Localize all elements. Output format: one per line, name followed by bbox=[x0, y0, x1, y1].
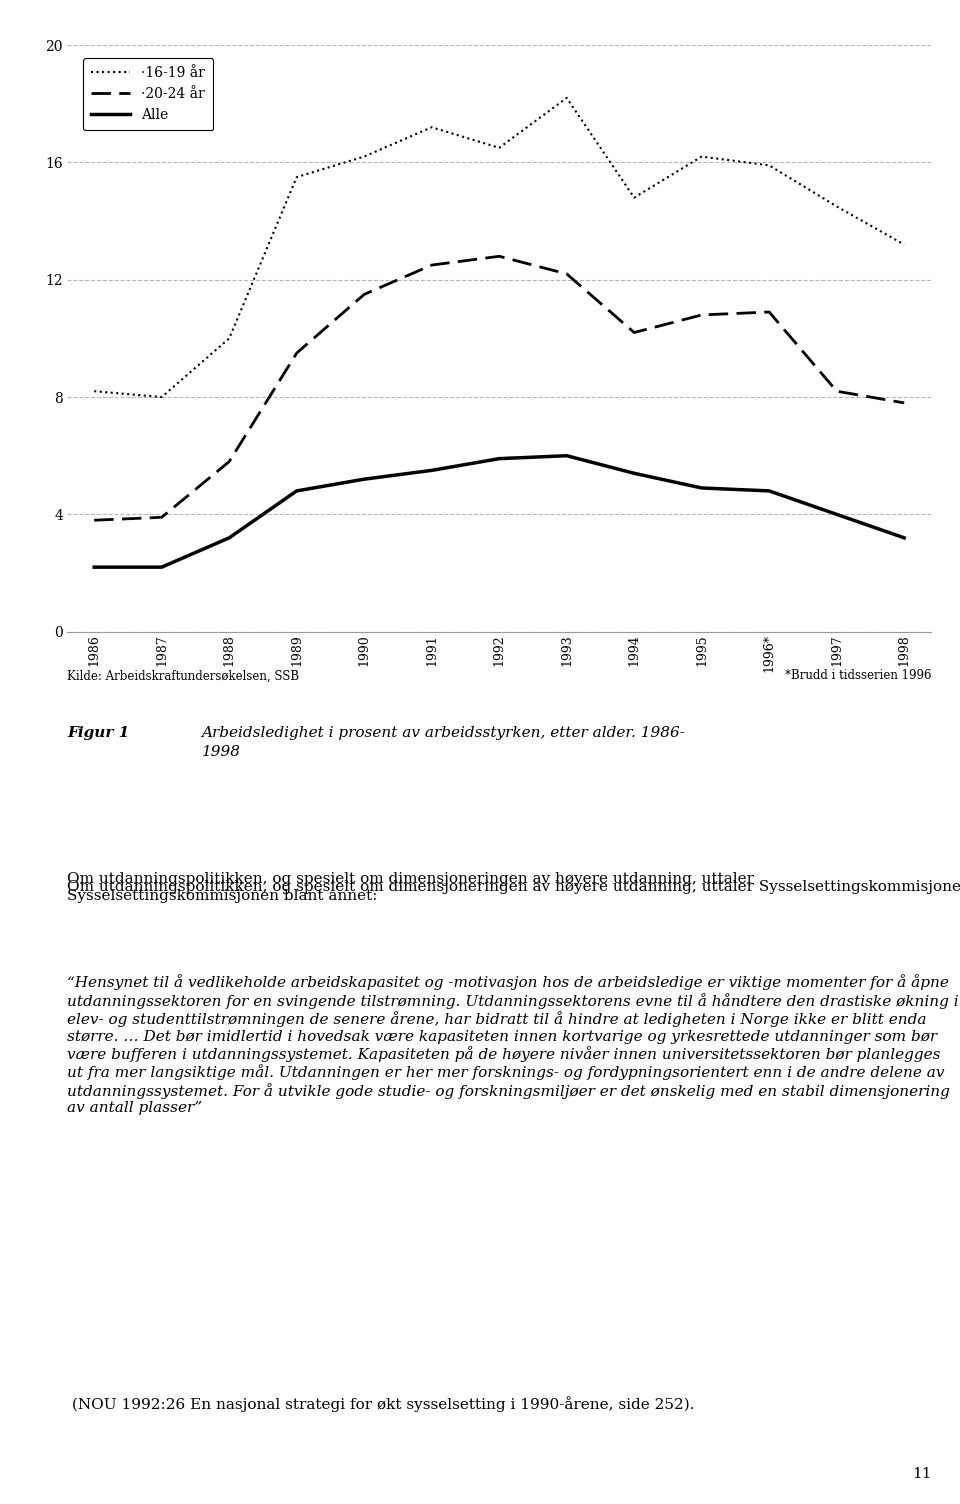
Line: ·16-19 år: ·16-19 år bbox=[94, 98, 904, 397]
Text: Kilde: Arbeidskraftundersøkelsen, SSB: Kilde: Arbeidskraftundersøkelsen, SSB bbox=[67, 669, 300, 683]
·20-24 år bbox=[763, 302, 775, 320]
·16-19 år bbox=[493, 138, 505, 156]
Text: 11: 11 bbox=[912, 1468, 931, 1481]
Alle bbox=[224, 529, 235, 547]
Line: ·20-24 år: ·20-24 år bbox=[94, 256, 904, 520]
Alle bbox=[358, 471, 370, 489]
Alle bbox=[629, 465, 640, 483]
·20-24 år bbox=[358, 286, 370, 304]
·20-24 år bbox=[156, 508, 167, 526]
·20-24 år bbox=[561, 265, 572, 283]
·16-19 år bbox=[561, 89, 572, 107]
·16-19 år bbox=[696, 147, 708, 165]
Alle bbox=[763, 481, 775, 499]
·16-19 år bbox=[831, 197, 843, 215]
Text: “Hensynet til å vedlikeholde arbeidskapasitet og -motivasjon hos de arbeidsledig: “Hensynet til å vedlikeholde arbeidskapa… bbox=[67, 975, 959, 1114]
Alle bbox=[493, 450, 505, 468]
Alle bbox=[899, 529, 910, 547]
·16-19 år bbox=[426, 119, 438, 137]
·20-24 år bbox=[88, 511, 100, 529]
·16-19 år bbox=[224, 329, 235, 347]
·16-19 år bbox=[763, 156, 775, 174]
Text: Arbeidsledighet i prosent av arbeidsstyrken, etter alder. 1986-
1998: Arbeidsledighet i prosent av arbeidsstyr… bbox=[202, 726, 685, 760]
Alle bbox=[426, 462, 438, 480]
·20-24 år bbox=[224, 453, 235, 471]
·16-19 år bbox=[156, 388, 167, 406]
·16-19 år bbox=[291, 168, 302, 186]
Alle bbox=[831, 505, 843, 523]
·20-24 år bbox=[831, 382, 843, 400]
Alle bbox=[561, 447, 572, 465]
Alle bbox=[156, 558, 167, 576]
·20-24 år bbox=[291, 344, 302, 362]
Alle bbox=[696, 478, 708, 496]
·20-24 år bbox=[493, 247, 505, 265]
Alle bbox=[291, 481, 302, 499]
·16-19 år bbox=[88, 382, 100, 400]
·20-24 år bbox=[426, 256, 438, 274]
·20-24 år bbox=[696, 305, 708, 323]
Text: *Brudd i tidsserien 1996: *Brudd i tidsserien 1996 bbox=[784, 669, 931, 683]
·16-19 år bbox=[899, 236, 910, 254]
Text: Figur 1: Figur 1 bbox=[67, 726, 130, 740]
Text: Om utdanningspolitikken, og spesielt om dimensjoneringen av høyere utdanning, ut: Om utdanningspolitikken, og spesielt om … bbox=[67, 872, 755, 902]
·20-24 år bbox=[899, 394, 910, 412]
·16-19 år bbox=[358, 147, 370, 165]
·20-24 år bbox=[629, 323, 640, 341]
Alle bbox=[88, 558, 100, 576]
Text: (NOU 1992:26 En nasjonal strategi for økt sysselsetting i 1990-årene, side 252).: (NOU 1992:26 En nasjonal strategi for øk… bbox=[67, 1396, 695, 1412]
Line: Alle: Alle bbox=[94, 456, 904, 567]
Text: Om utdanningspolitikken, og spesielt om dimensjoneringen av høyere utdanning, ut: Om utdanningspolitikken, og spesielt om … bbox=[67, 880, 960, 893]
·16-19 år bbox=[629, 188, 640, 206]
Legend: ·16-19 år, ·20-24 år, Alle: ·16-19 år, ·20-24 år, Alle bbox=[83, 59, 213, 131]
